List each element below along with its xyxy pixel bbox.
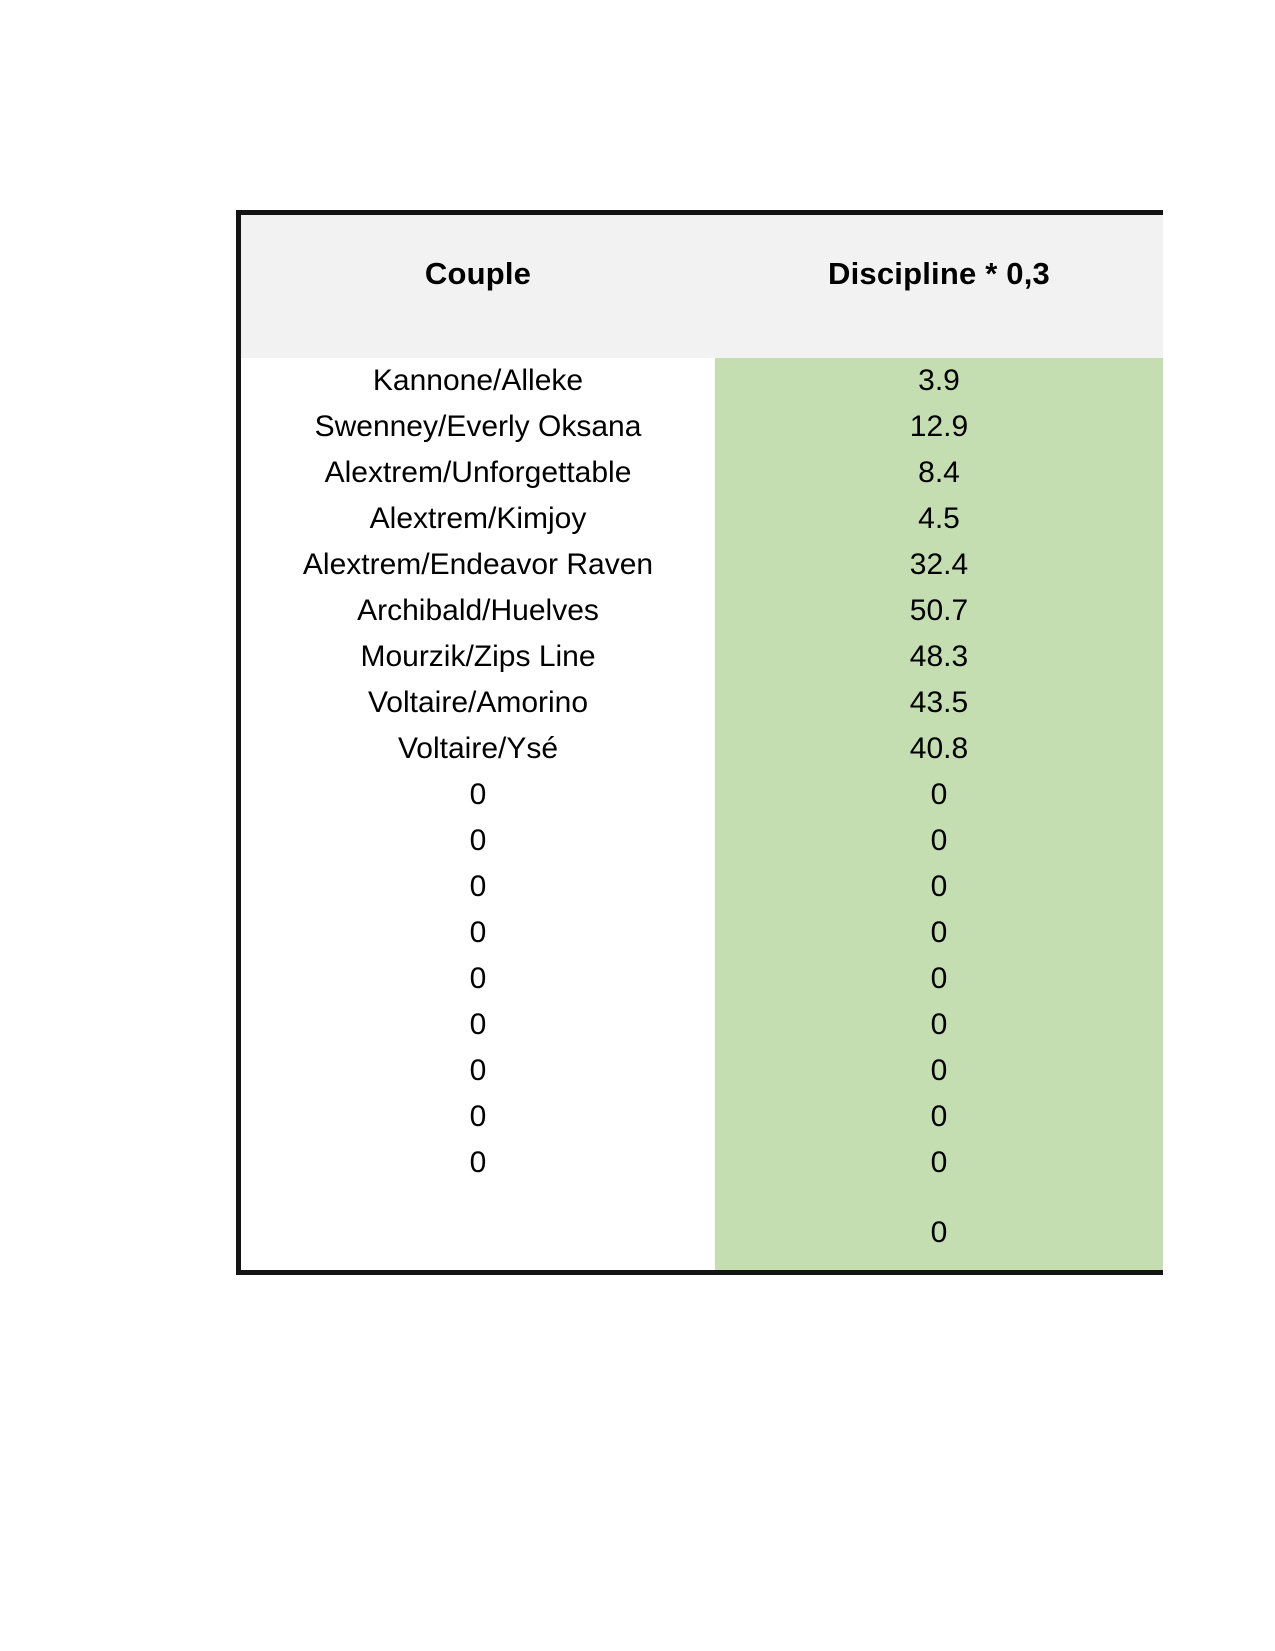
- couple-cell: Kannone/Alleke: [241, 358, 715, 404]
- table-row: Mourzik/Zips Line 48.3: [241, 634, 1163, 680]
- table-row: 0 0: [241, 818, 1163, 864]
- couple-cell: 0: [241, 1002, 715, 1048]
- discipline-cell: 12.9: [715, 404, 1163, 450]
- couple-cell: Mourzik/Zips Line: [241, 634, 715, 680]
- table-row: 0 0: [241, 772, 1163, 818]
- column-header-discipline: Discipline * 0,3: [827, 255, 1051, 291]
- table-row: Swenney/Everly Oksana 12.9: [241, 404, 1163, 450]
- table-row: Voltaire/Amorino 43.5: [241, 680, 1163, 726]
- couple-cell: Alextrem/Endeavor Raven: [241, 542, 715, 588]
- couple-cell: 0: [241, 1094, 715, 1140]
- discipline-cell: 50.7: [715, 588, 1163, 634]
- discipline-cell: 0: [715, 772, 1163, 818]
- couple-cell: 0: [241, 956, 715, 1002]
- table-row: 0: [241, 1186, 1163, 1270]
- discipline-cell: 8.4: [715, 450, 1163, 496]
- discipline-cell: 32.4: [715, 542, 1163, 588]
- table-row: 0 0: [241, 956, 1163, 1002]
- couple-cell: 0: [241, 910, 715, 956]
- discipline-cell: 3.9: [715, 358, 1163, 404]
- couple-cell: Swenney/Everly Oksana: [241, 404, 715, 450]
- discipline-cell: 0: [715, 1186, 1163, 1270]
- discipline-cell: 0: [715, 1094, 1163, 1140]
- couple-cell: Alextrem/Kimjoy: [241, 496, 715, 542]
- discipline-cell: 0: [715, 1140, 1163, 1186]
- table-header-row: Couple Discipline * 0,3: [241, 215, 1163, 358]
- couple-cell: 0: [241, 1140, 715, 1186]
- discipline-cell: 48.3: [715, 634, 1163, 680]
- discipline-cell: 0: [715, 910, 1163, 956]
- table-row: Alextrem/Unforgettable 8.4: [241, 450, 1163, 496]
- table-row: 0 0: [241, 1140, 1163, 1186]
- couple-cell: 0: [241, 864, 715, 910]
- table-body: Kannone/Alleke 3.9 Swenney/Everly Oksana…: [241, 358, 1163, 1270]
- results-table: Couple Discipline * 0,3 Kannone/Alleke 3…: [236, 210, 1163, 1275]
- table-row: 0 0: [241, 1048, 1163, 1094]
- discipline-cell: 0: [715, 956, 1163, 1002]
- table-row: 0 0: [241, 910, 1163, 956]
- discipline-cell: 4.5: [715, 496, 1163, 542]
- table-row: 0 0: [241, 864, 1163, 910]
- couple-cell: Voltaire/Ysé: [241, 726, 715, 772]
- discipline-cell: 40.8: [715, 726, 1163, 772]
- couple-cell: 0: [241, 1048, 715, 1094]
- discipline-cell: 43.5: [715, 680, 1163, 726]
- discipline-cell: 0: [715, 1002, 1163, 1048]
- table-row: Kannone/Alleke 3.9: [241, 358, 1163, 404]
- table-row: Archibald/Huelves 50.7: [241, 588, 1163, 634]
- couple-cell: Voltaire/Amorino: [241, 680, 715, 726]
- discipline-cell: 0: [715, 864, 1163, 910]
- table-row: Voltaire/Ysé 40.8: [241, 726, 1163, 772]
- table-row: 0 0: [241, 1002, 1163, 1048]
- couple-cell: [241, 1186, 715, 1270]
- column-header-couple: Couple: [424, 255, 532, 291]
- couple-cell: 0: [241, 818, 715, 864]
- table-row: Alextrem/Kimjoy 4.5: [241, 496, 1163, 542]
- discipline-cell: 0: [715, 818, 1163, 864]
- couple-cell: 0: [241, 772, 715, 818]
- table-row: Alextrem/Endeavor Raven 32.4: [241, 542, 1163, 588]
- couple-cell: Alextrem/Unforgettable: [241, 450, 715, 496]
- couple-cell: Archibald/Huelves: [241, 588, 715, 634]
- discipline-cell: 0: [715, 1048, 1163, 1094]
- table-row: 0 0: [241, 1094, 1163, 1140]
